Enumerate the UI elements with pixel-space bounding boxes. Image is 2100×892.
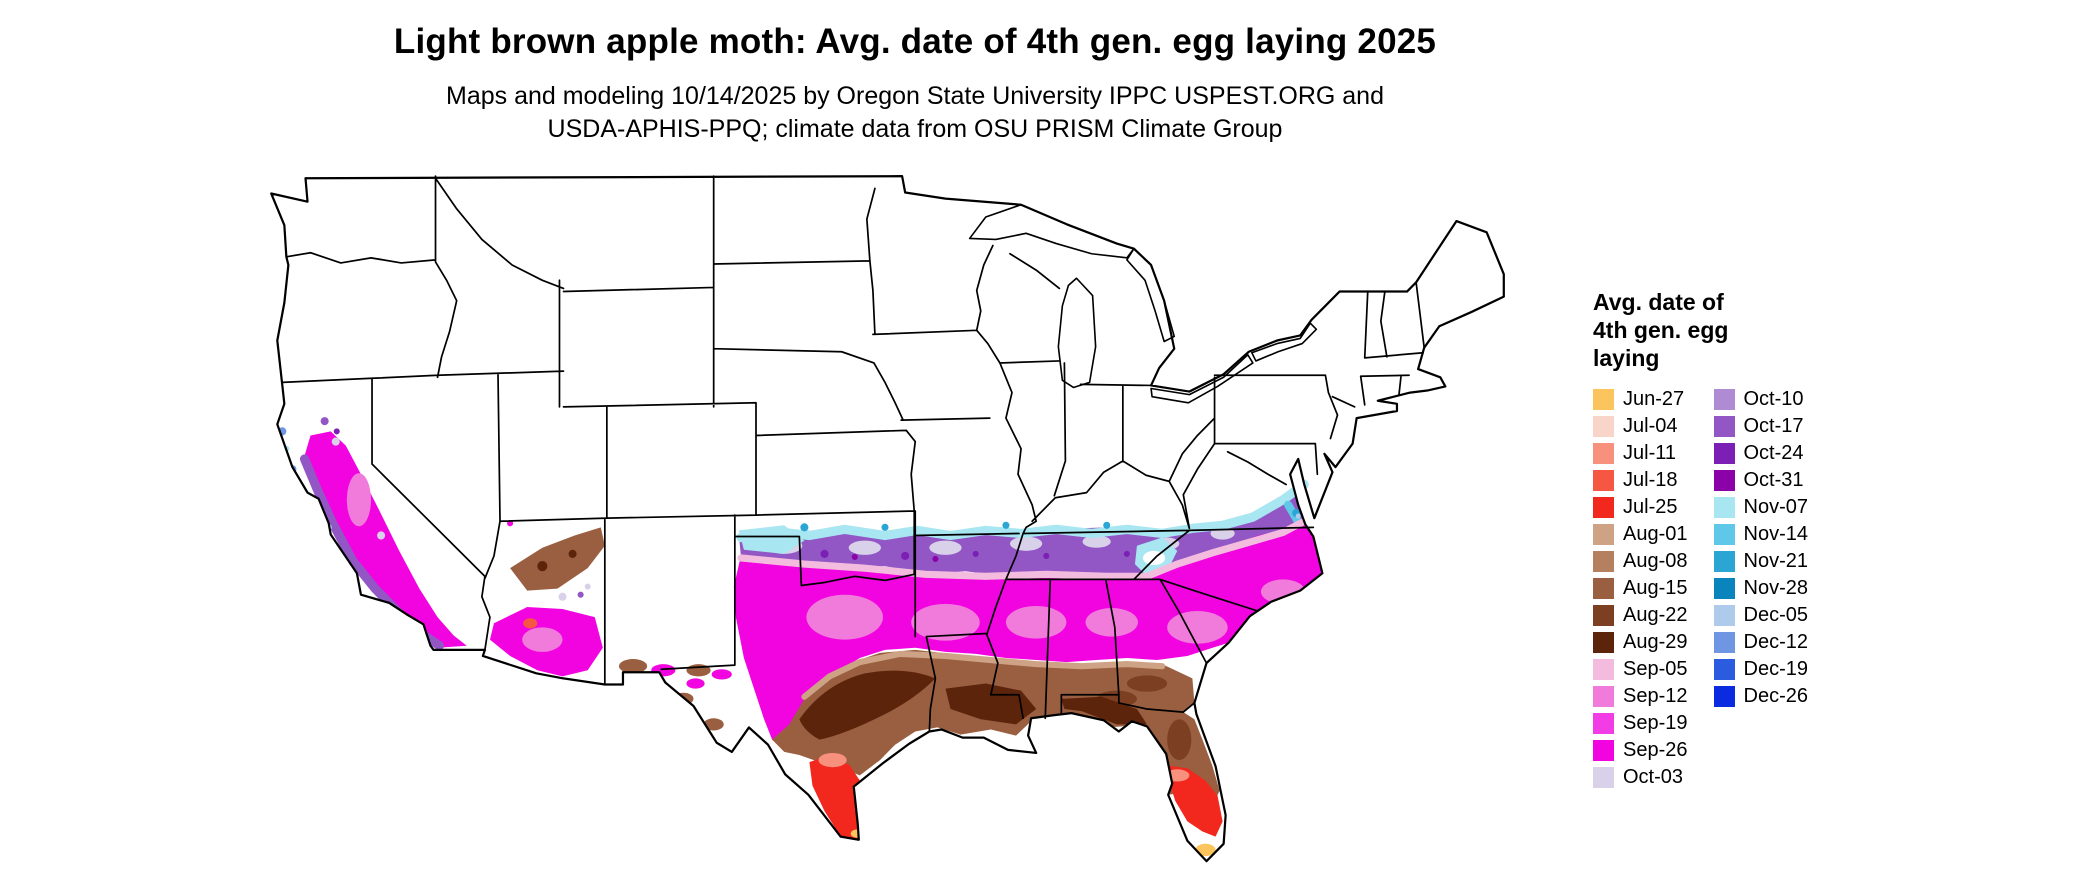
lake-ontario	[1251, 322, 1318, 362]
legend-title: Avg. date of 4th gen. egg laying	[1593, 289, 1729, 371]
page-title: Light brown apple moth: Avg. date of 4th…	[393, 22, 1437, 61]
legend-swatch	[1593, 632, 1614, 653]
us-map	[240, 168, 1530, 892]
legend-item: Dec-12	[1713, 629, 1808, 656]
legend-item: Dec-26	[1713, 683, 1808, 710]
us-map-svg	[270, 175, 1505, 863]
legend-item: Aug-01	[1593, 521, 1688, 548]
national-outline	[270, 175, 1505, 863]
state-borders	[281, 175, 1426, 733]
legend-item: Aug-08	[1593, 548, 1688, 575]
legend-item: Nov-07	[1713, 494, 1808, 521]
legend-swatch	[1593, 740, 1614, 761]
legend-swatch	[1713, 686, 1735, 707]
legend-swatch	[1593, 443, 1614, 464]
legend-swatch	[1593, 686, 1614, 707]
legend-item: Jul-25	[1593, 494, 1688, 521]
legend-item: Jul-04	[1593, 413, 1688, 440]
legend-swatch	[1713, 416, 1735, 437]
legend-item: Oct-10	[1713, 386, 1808, 413]
subtitle-line-1: Maps and modeling 10/14/2025 by Oregon S…	[446, 82, 1384, 110]
subtitle-line-2: USDA-APHIS-PPQ; climate data from OSU PR…	[547, 115, 1283, 143]
lake-michigan	[1057, 277, 1097, 389]
legend: Avg. date of 4th gen. egg laying Jun-27 …	[1593, 288, 2063, 791]
legend-swatch	[1713, 497, 1735, 518]
sep-05-edge	[737, 516, 1310, 580]
nov-21-dots	[800, 508, 1301, 532]
jun-27-specks	[850, 829, 1216, 857]
legend-item: Aug-15	[1593, 575, 1688, 602]
oct-24-31-specks	[820, 549, 1130, 563]
legend-swatch	[1593, 524, 1614, 545]
legend-item: Jul-18	[1593, 467, 1688, 494]
legend-swatch	[1713, 443, 1735, 464]
legend-swatch	[1713, 578, 1735, 599]
legend-swatch	[1713, 551, 1735, 572]
legend-column-1: Jun-27 Jul-04 Jul-11 Jul-18 Jul-25 Aug-0…	[1593, 386, 1688, 791]
great-lakes	[968, 203, 1318, 404]
ca-sep-26-corridor	[304, 431, 467, 648]
legend-item: Nov-21	[1713, 548, 1808, 575]
legend-swatch	[1593, 767, 1614, 788]
legend-item: Sep-26	[1593, 737, 1688, 764]
legend-swatch	[1593, 389, 1614, 410]
legend-item: Dec-05	[1713, 602, 1808, 629]
page-subtitle: Maps and modeling 10/14/2025 by Oregon S…	[0, 80, 1830, 146]
legend-swatch	[1713, 524, 1735, 545]
legend-swatch	[1593, 659, 1614, 680]
legend-item: Aug-22	[1593, 602, 1688, 629]
legend-swatch	[1593, 605, 1614, 626]
us-landmass	[271, 176, 1504, 862]
legend-item: Aug-29	[1593, 629, 1688, 656]
legend-item: Oct-17	[1713, 413, 1808, 440]
legend-item: Jun-27	[1593, 386, 1688, 413]
legend-swatch	[1713, 605, 1735, 626]
aug-01-fringe	[801, 650, 1166, 700]
legend-swatch	[1593, 713, 1614, 734]
lake-erie	[1150, 353, 1254, 404]
legend-swatch	[1593, 497, 1614, 518]
legend-swatch	[1713, 389, 1735, 410]
nov-patch-panhandle	[738, 525, 805, 554]
legend-column-2: Oct-10 Oct-17 Oct-24 Oct-31 Nov-07 Nov-1…	[1713, 386, 1808, 710]
legend-item: Sep-12	[1593, 683, 1688, 710]
legend-swatch	[1593, 551, 1614, 572]
legend-swatch	[1713, 470, 1735, 491]
legend-swatch	[1713, 632, 1735, 653]
legend-item: Sep-05	[1593, 656, 1688, 683]
az-aug-highlands	[510, 527, 605, 591]
legend-swatch	[1593, 416, 1614, 437]
jul-25-regions	[809, 754, 1223, 840]
legend-swatch	[1593, 578, 1614, 599]
legend-item: Nov-14	[1713, 521, 1808, 548]
legend-swatch	[1593, 470, 1614, 491]
legend-item: Dec-19	[1713, 656, 1808, 683]
legend-item: Nov-28	[1713, 575, 1808, 602]
nov-07-fringe	[736, 479, 1309, 543]
legend-item: Sep-19	[1593, 710, 1688, 737]
model-raster-layer	[278, 417, 1323, 857]
legend-item: Oct-24	[1713, 440, 1808, 467]
legend-item: Oct-31	[1713, 467, 1808, 494]
sep-12-patches	[806, 579, 1306, 644]
legend-item: Oct-03	[1593, 764, 1688, 791]
legend-swatch	[1713, 659, 1735, 680]
legend-item: Jul-11	[1593, 440, 1688, 467]
aug-29-cores	[799, 670, 1148, 740]
